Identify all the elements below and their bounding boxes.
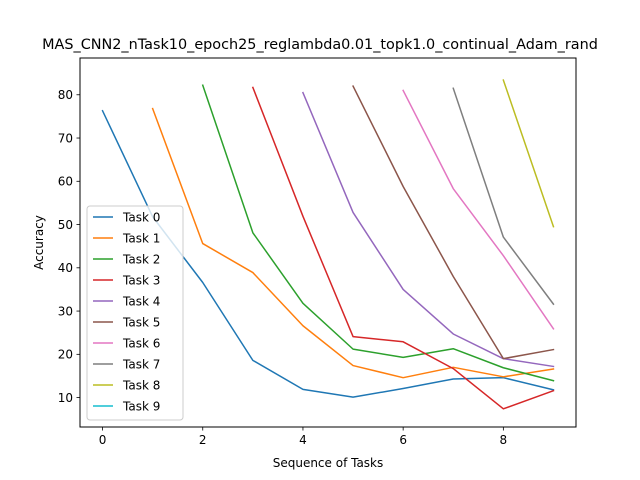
y-tick-label: 20 — [58, 348, 73, 362]
y-tick-label: 10 — [58, 391, 73, 405]
y-tick-label: 40 — [58, 261, 73, 275]
x-tick-label: 8 — [500, 433, 508, 447]
y-axis: 10 20 30 40 50 60 70 80 — [58, 88, 80, 405]
legend-label-task-7: Task 7 — [122, 357, 160, 371]
legend-label-task-5: Task 5 — [122, 315, 160, 329]
axes-frame — [79, 57, 577, 428]
x-axis-label: Sequence of Tasks — [273, 456, 384, 470]
legend-label-task-3: Task 3 — [122, 273, 160, 287]
legend-label-task-2: Task 2 — [122, 252, 160, 266]
x-axis: 0 2 4 6 8 — [99, 427, 507, 447]
series-line-task-7 — [452, 87, 555, 306]
legend: Task 0 Task 1 Task 2 Task 3 Task 4 Task 5 Task… — [86, 205, 184, 421]
x-tick-label: 2 — [199, 433, 207, 447]
x-tick-label: 6 — [399, 433, 407, 447]
y-tick-label: 30 — [58, 304, 73, 318]
series-line-task-6 — [402, 89, 555, 330]
legend-label-task-9: Task 9 — [122, 399, 160, 413]
series-line-task-2 — [201, 84, 555, 382]
chart-title: MAS_CNN2_nTask10_epoch25_reglambda0.01_t… — [42, 37, 598, 53]
series-line-task-5 — [352, 85, 555, 360]
legend-label-task-4: Task 4 — [122, 294, 160, 308]
x-tick-label: 0 — [99, 433, 107, 447]
series-line-task-4 — [301, 91, 555, 368]
x-tick-label: 4 — [299, 433, 307, 447]
y-tick-label: 60 — [58, 175, 73, 189]
series-line-task-3 — [251, 86, 555, 410]
series-line-task-8 — [502, 79, 555, 228]
y-axis-label: Accuracy — [32, 215, 46, 270]
y-tick-label: 70 — [58, 131, 73, 145]
legend-label-task-1: Task 1 — [122, 231, 160, 245]
legend-label-task-0: Task 0 — [122, 210, 160, 224]
legend-label-task-8: Task 8 — [122, 378, 160, 392]
legend-label-task-6: Task 6 — [122, 336, 160, 350]
y-tick-label: 50 — [58, 218, 73, 232]
y-tick-label: 80 — [58, 88, 73, 102]
series-line-task-1 — [151, 107, 555, 379]
